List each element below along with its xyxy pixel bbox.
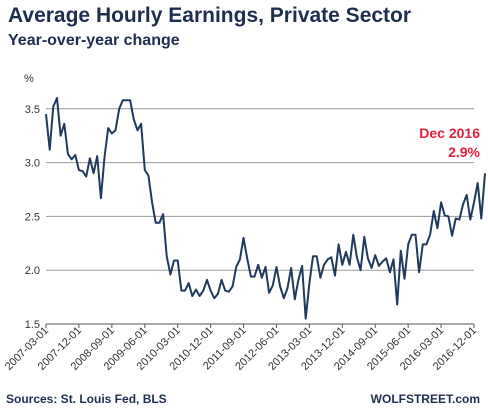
y-tick-labels: 1.5 2.0 2.5 3.0 3.5: [25, 104, 40, 331]
chart-title: Average Hourly Earnings, Private Sector: [8, 4, 412, 27]
y-tick-label: 2.5: [25, 211, 40, 223]
source-note: Sources: St. Louis Fed, BLS: [6, 392, 167, 406]
y-tick-label: 3.5: [25, 104, 40, 116]
chart-subtitle: Year-over-year change: [8, 32, 180, 49]
annotation-value: 2.9%: [448, 144, 480, 160]
y-axis-label: %: [24, 73, 34, 85]
brand-label: WOLFSTREET.com: [370, 392, 480, 406]
y-tick-label: 2.0: [25, 265, 40, 277]
x-tick-labels: 2007-03-012007-12-012008-09-012009-06-01…: [3, 325, 479, 373]
gridlines: [46, 108, 474, 271]
y-tick-label: 3.0: [25, 158, 40, 170]
tick-marks: [45, 324, 475, 328]
annotation-date: Dec 2016: [419, 125, 480, 141]
series-line: [45, 97, 486, 320]
y-tick-label: 1.5: [25, 319, 40, 331]
